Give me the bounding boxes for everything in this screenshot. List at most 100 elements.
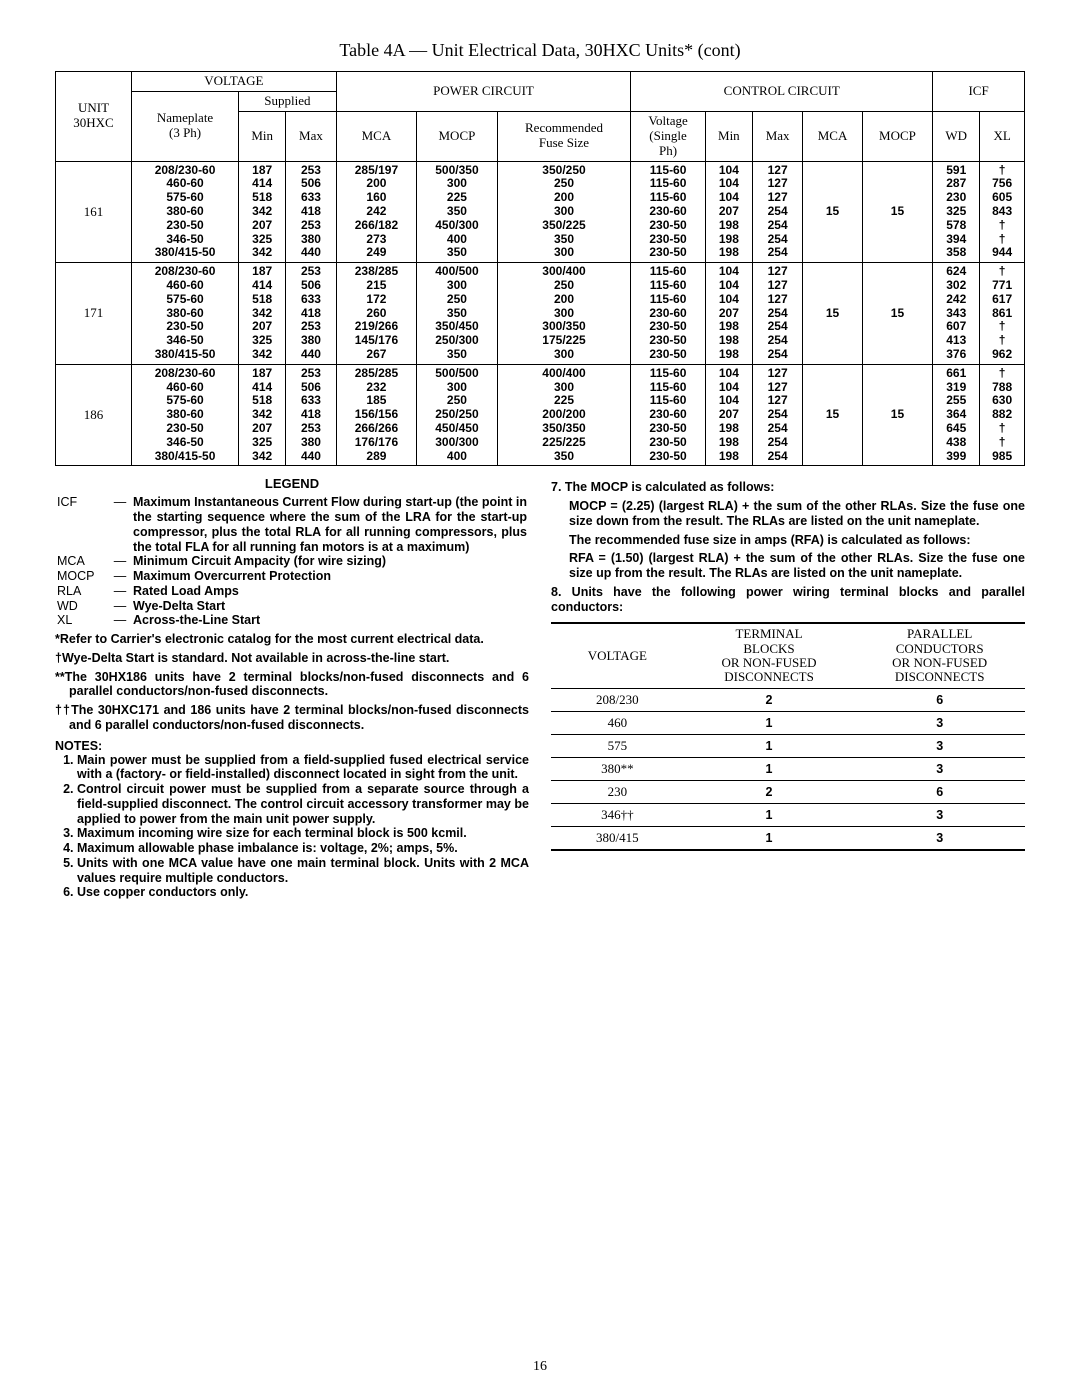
left-column: LEGEND ICF—Maximum Instantaneous Current…: [55, 476, 529, 900]
legend-dash: —: [109, 584, 131, 599]
legend-abbr: ICF: [55, 495, 109, 554]
cell-mca: 238/285 215 172 260 219/266 145/176 267: [336, 263, 416, 365]
notes-columns: LEGEND ICF—Maximum Instantaneous Current…: [55, 476, 1025, 900]
note-8: 8. Units have the following power wiring…: [551, 585, 1025, 615]
right-column: 7. The MOCP is calculated as follows: MO…: [551, 476, 1025, 900]
legend-def: Maximum Overcurrent Protection: [131, 569, 529, 584]
star-note: **The 30HX186 units have 2 terminal bloc…: [55, 670, 529, 700]
h-cc-mca: MCA: [803, 111, 862, 161]
h-max: Max: [286, 111, 336, 161]
cell-mocp: 500/500 300 250 250/250 450/450 300/300 …: [417, 364, 497, 466]
legend-def: Wye-Delta Start: [131, 599, 529, 614]
note-7-body3: RFA = (1.50) (largest RLA) + the sum of …: [551, 551, 1025, 581]
legend-abbr: RLA: [55, 584, 109, 599]
cell-cmax: 127 127 127 254 254 254 254: [752, 364, 802, 466]
cell-nameplate: 208/230-60 460-60 575-60 380-60 230-50 3…: [131, 161, 238, 263]
legend-dash: —: [109, 569, 131, 584]
legend-def: Maximum Instantaneous Current Flow durin…: [131, 495, 529, 554]
cell-xl: † 756 605 843 † † 944: [980, 161, 1025, 263]
ct-pc: 3: [854, 826, 1025, 850]
h-volt-single: Voltage (Single Ph): [631, 111, 705, 161]
legend-dash: —: [109, 599, 131, 614]
h-control-circuit: CONTROL CIRCUIT: [631, 72, 933, 112]
cell-cmin: 104 104 104 207 198 198 198: [705, 364, 752, 466]
cell-smax: 253 506 633 418 253 380 440: [286, 161, 336, 263]
legend-def: Across-the-Line Start: [131, 613, 529, 628]
ct-h-voltage: VOLTAGE: [551, 623, 684, 688]
star-notes: *Refer to Carrier's electronic catalog f…: [55, 632, 529, 733]
h-wd: WD: [933, 111, 980, 161]
note-7-lead: 7. The MOCP is calculated as follows:: [551, 480, 1025, 495]
conductor-table: VOLTAGE TERMINAL BLOCKS OR NON-FUSED DIS…: [551, 622, 1025, 850]
legend-abbr: MOCP: [55, 569, 109, 584]
cell-mocp: 400/500 300 250 350 350/450 250/300 350: [417, 263, 497, 365]
ct-tb: 1: [684, 711, 855, 734]
cell-nameplate: 208/230-60 460-60 575-60 380-60 230-50 3…: [131, 364, 238, 466]
cell-xl: † 788 630 882 † † 985: [980, 364, 1025, 466]
page-number: 16: [0, 1359, 1080, 1375]
cell-smax: 253 506 633 418 253 380 440: [286, 364, 336, 466]
cell-smin: 187 414 518 342 207 325 342: [239, 263, 286, 365]
h-cc-min: Min: [705, 111, 752, 161]
cell-fuse: 350/250 250 200 300 350/225 350 300: [497, 161, 631, 263]
cell-cmca: 15: [803, 364, 862, 466]
cell-cmocp: 15: [862, 161, 932, 263]
cell-cmca: 15: [803, 161, 862, 263]
legend-abbr: XL: [55, 613, 109, 628]
cell-mocp: 500/350 300 225 350 450/300 400 350: [417, 161, 497, 263]
ct-tb: 1: [684, 826, 855, 850]
h-voltage: VOLTAGE: [131, 72, 336, 92]
cell-cmax: 127 127 127 254 254 254 254: [752, 161, 802, 263]
ct-tb: 1: [684, 803, 855, 826]
note-item: Control circuit power must be supplied f…: [77, 782, 529, 826]
h-icf: ICF: [933, 72, 1025, 112]
cell-cmocp: 15: [862, 364, 932, 466]
cell-wd: 624 302 242 343 607 413 376: [933, 263, 980, 365]
legend-dash: —: [109, 495, 131, 554]
cell-unit: 161: [56, 161, 132, 263]
ct-voltage: 346††: [551, 803, 684, 826]
cell-cmca: 15: [803, 263, 862, 365]
legend-abbr: MCA: [55, 554, 109, 569]
h-xl: XL: [980, 111, 1025, 161]
legend-table: ICF—Maximum Instantaneous Current Flow d…: [55, 495, 529, 628]
ct-h-pc: PARALLEL CONDUCTORS OR NON-FUSED DISCONN…: [854, 623, 1025, 688]
ct-pc: 3: [854, 803, 1025, 826]
cell-xl: † 771 617 861 † † 962: [980, 263, 1025, 365]
cell-wd: 661 319 255 364 645 438 399: [933, 364, 980, 466]
cell-nameplate: 208/230-60 460-60 575-60 380-60 230-50 3…: [131, 263, 238, 365]
electrical-data-table: UNIT 30HXC VOLTAGE POWER CIRCUIT CONTROL…: [55, 71, 1025, 466]
note-item: Maximum incoming wire size for each term…: [77, 826, 529, 841]
legend-title: LEGEND: [55, 476, 529, 491]
note-7-body2: The recommended fuse size in amps (RFA) …: [551, 533, 1025, 548]
cell-fuse: 400/400 300 225 200/200 350/350 225/225 …: [497, 364, 631, 466]
star-note: *Refer to Carrier's electronic catalog f…: [55, 632, 529, 647]
ct-tb: 1: [684, 734, 855, 757]
note-item: Main power must be supplied from a field…: [77, 753, 529, 783]
note-7-body1: MOCP = (2.25) (largest RLA) + the sum of…: [551, 499, 1025, 529]
cell-smin: 187 414 518 342 207 325 342: [239, 364, 286, 466]
notes-header: NOTES:: [55, 739, 529, 753]
cell-wd: 591 287 230 325 578 394 358: [933, 161, 980, 263]
ct-tb: 2: [684, 688, 855, 711]
h-unit: UNIT 30HXC: [56, 72, 132, 162]
ct-voltage: 460: [551, 711, 684, 734]
legend-def: Rated Load Amps: [131, 584, 529, 599]
cell-mca: 285/285 232 185 156/156 266/266 176/176 …: [336, 364, 416, 466]
star-note: ††The 30HXC171 and 186 units have 2 term…: [55, 703, 529, 733]
h-cc-mocp: MOCP: [862, 111, 932, 161]
page: Table 4A — Unit Electrical Data, 30HXC U…: [0, 0, 1080, 1397]
note-item: Maximum allowable phase imbalance is: vo…: [77, 841, 529, 856]
ct-voltage: 230: [551, 780, 684, 803]
cell-cmocp: 15: [862, 263, 932, 365]
cell-unit: 171: [56, 263, 132, 365]
table-title: Table 4A — Unit Electrical Data, 30HXC U…: [55, 40, 1025, 61]
cell-vsp: 115-60 115-60 115-60 230-60 230-50 230-5…: [631, 263, 705, 365]
cell-cmax: 127 127 127 254 254 254 254: [752, 263, 802, 365]
note-item: Use copper conductors only.: [77, 885, 529, 900]
cell-vsp: 115-60 115-60 115-60 230-60 230-50 230-5…: [631, 161, 705, 263]
h-fuse: Recommended Fuse Size: [497, 111, 631, 161]
ct-pc: 3: [854, 757, 1025, 780]
ct-h-tb: TERMINAL BLOCKS OR NON-FUSED DISCONNECTS: [684, 623, 855, 688]
cell-fuse: 300/400 250 200 300 300/350 175/225 300: [497, 263, 631, 365]
